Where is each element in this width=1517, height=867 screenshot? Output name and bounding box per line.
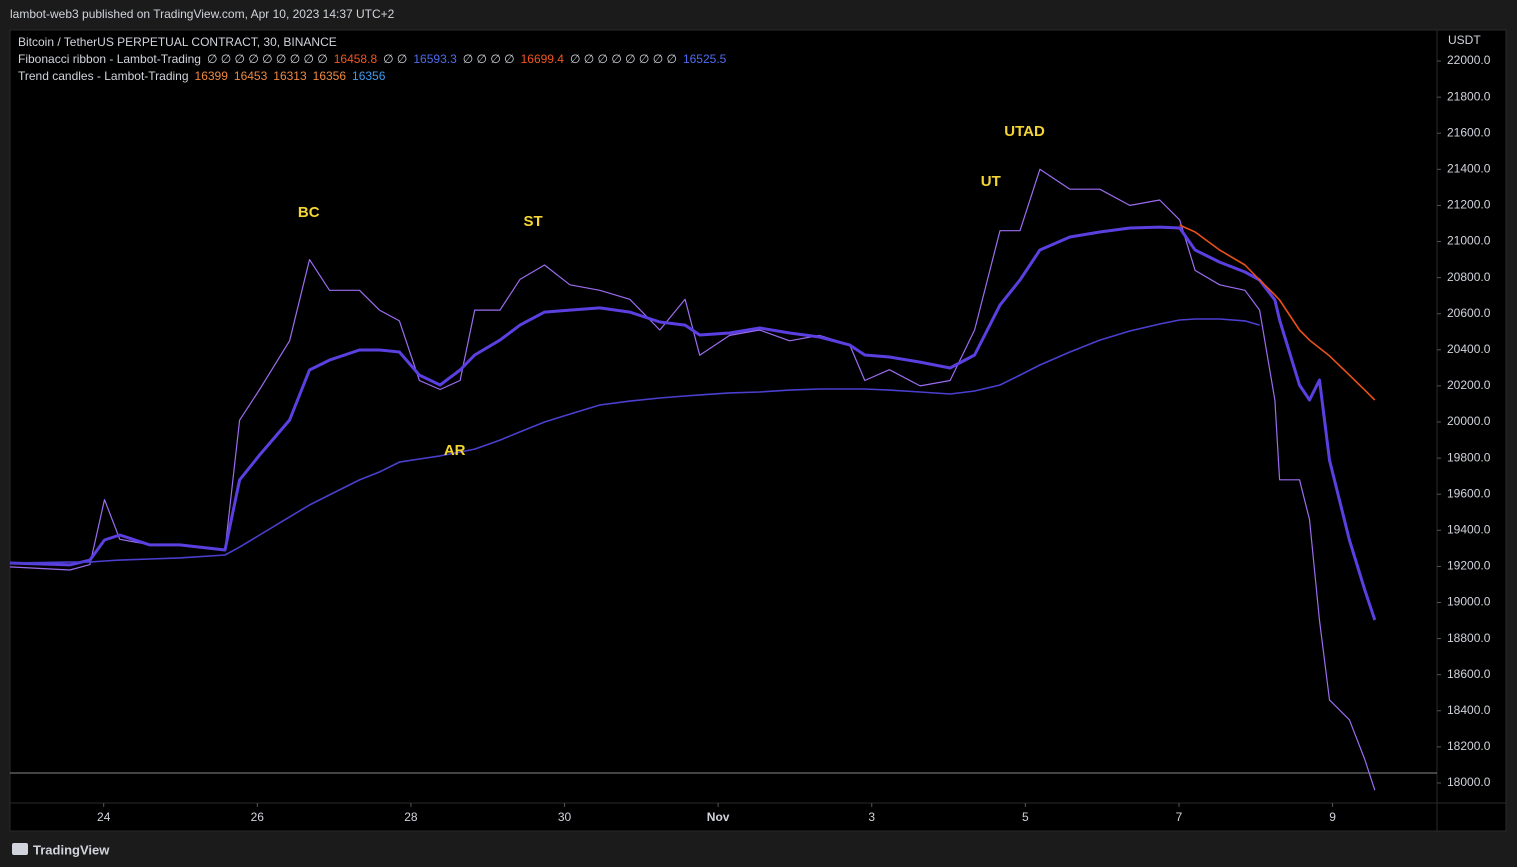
x-tick-label: 30 [558,810,572,824]
y-tick-label: 18600.0 [1447,667,1491,681]
y-tick-label: 18200.0 [1447,739,1491,753]
y-tick-label: 21600.0 [1447,125,1491,139]
legend-value: 16458.8 [334,52,378,66]
legend-fib-name: Fibonacci ribbon - Lambot-Trading [18,52,201,66]
legend-value: ∅ ∅ ∅ ∅ ∅ ∅ ∅ ∅ [570,52,677,66]
y-tick-label: 22000.0 [1447,53,1491,67]
x-tick-label: 7 [1176,810,1183,824]
series-line [9,318,1260,564]
annotation: UTAD [1004,123,1045,140]
x-tick-label: 3 [868,810,875,824]
legend-value: 16356 [352,69,386,83]
chart-pane [9,29,1507,832]
y-tick-label: 21400.0 [1447,162,1491,176]
x-tick-label: Nov [707,810,730,824]
y-tick-label: 20800.0 [1447,270,1491,284]
legend-symbol: Bitcoin / TetherUS PERPETUAL CONTRACT, 3… [18,35,337,49]
y-tick-label: 18000.0 [1447,775,1491,789]
published-info: lambot-web3 published on TradingView.com… [10,7,395,21]
legend-trend[interactable]: Trend candles - Lambot-Trading 16399 16453… [18,69,386,83]
x-tick-label: 5 [1022,810,1029,824]
x-tick-label: 24 [97,810,111,824]
y-tick-label: 19600.0 [1447,486,1491,500]
series-line [1179,224,1376,401]
y-tick-label: 21800.0 [1447,89,1491,103]
legend-fib[interactable]: Fibonacci ribbon - Lambot-Trading ∅ ∅ ∅ ∅… [18,52,727,66]
y-tick-label: 18400.0 [1447,703,1491,717]
annotation: UT [981,173,1001,190]
y-tick-label: 19000.0 [1447,595,1491,609]
series-line [9,225,1377,621]
y-tick-label: 19200.0 [1447,559,1491,573]
y-tick-label: 18800.0 [1447,631,1491,645]
brand-logo[interactable] [12,843,28,855]
legend-value: 16699.4 [521,52,565,66]
y-tick-label: 19800.0 [1447,450,1491,464]
legend-value: ∅ ∅ ∅ ∅ [463,52,515,66]
legend-value: 16453 [234,69,268,83]
y-tick-label: 20600.0 [1447,306,1491,320]
x-tick-label: 9 [1329,810,1336,824]
legend-value: 16313 [273,69,307,83]
legend-value: 16525.5 [683,52,727,66]
y-tick-label: 20200.0 [1447,378,1491,392]
y-tick-label: 21000.0 [1447,234,1491,248]
brand[interactable]: TradingView [33,842,110,857]
y-tick-label: 20400.0 [1447,342,1491,356]
legend-value: 16593.3 [413,52,457,66]
legend-value: 16356 [313,69,347,83]
legend-value: ∅ ∅ [383,52,407,66]
y-tick-label: 21200.0 [1447,198,1491,212]
annotation: AR [444,442,466,459]
x-tick-label: 26 [251,810,265,824]
annotation: BC [298,204,320,221]
annotation: ST [523,213,542,230]
legend-value: ∅ ∅ ∅ ∅ ∅ ∅ ∅ ∅ ∅ [207,52,328,66]
y-tick-label: 20000.0 [1447,414,1491,428]
y-axis-label: USDT [1448,33,1481,47]
y-tick-label: 19400.0 [1447,522,1491,536]
series-line [9,168,1376,791]
x-tick-label: 28 [404,810,418,824]
legend-trend-name: Trend candles - Lambot-Trading [18,69,189,83]
legend-value: 16399 [195,69,229,83]
